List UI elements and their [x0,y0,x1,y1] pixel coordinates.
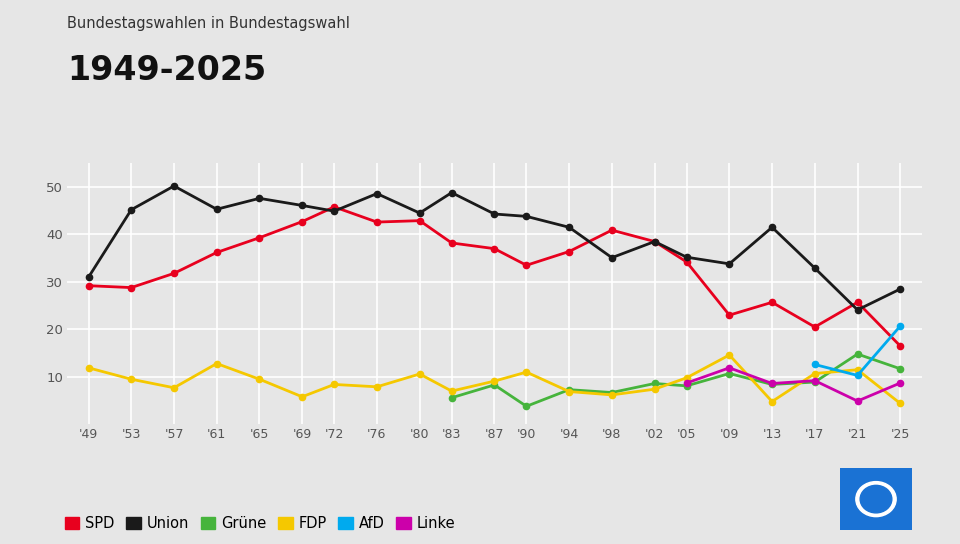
Text: Bundestagswahlen in Bundestagswahl: Bundestagswahlen in Bundestagswahl [67,16,350,32]
Circle shape [860,485,892,513]
FancyBboxPatch shape [836,465,916,534]
Circle shape [856,481,897,517]
Text: 1949-2025: 1949-2025 [67,54,267,88]
Legend: SPD, Union, Grüne, FDP, AfD, Linke: SPD, Union, Grüne, FDP, AfD, Linke [65,516,455,531]
